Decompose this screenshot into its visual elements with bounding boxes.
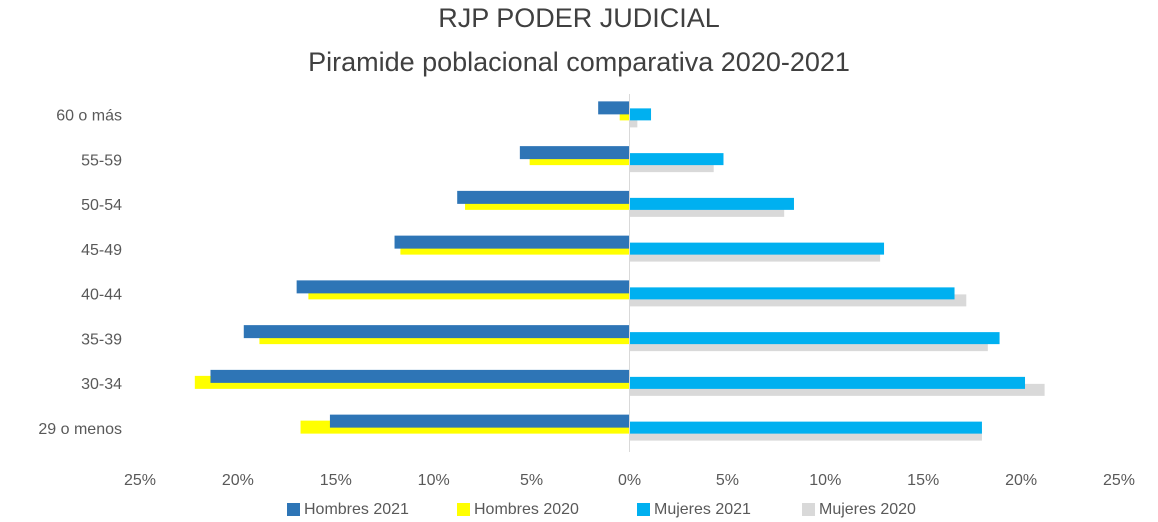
bar <box>629 421 982 434</box>
y-tick-label: 40-44 <box>81 287 122 304</box>
legend-label: Hombres 2020 <box>474 501 579 518</box>
bar <box>629 197 794 210</box>
y-tick-label: 45-49 <box>81 242 122 259</box>
bar <box>629 376 1026 389</box>
bar <box>243 325 630 339</box>
y-tick-label: 50-54 <box>81 197 122 214</box>
legend-swatch <box>287 503 300 516</box>
legend-swatch <box>802 503 815 516</box>
x-tick-label: 5% <box>520 472 543 489</box>
bar <box>329 414 630 428</box>
bar <box>629 115 638 128</box>
y-tick-label: 30-34 <box>81 376 122 393</box>
x-tick-label: 20% <box>1005 472 1037 489</box>
legend-swatch <box>457 503 470 516</box>
legend-label: Mujeres 2020 <box>819 501 916 518</box>
x-tick-label: 0% <box>618 472 641 489</box>
bar <box>629 332 1000 345</box>
y-tick-label: 29 o menos <box>38 421 122 438</box>
y-tick-label: 60 o más <box>56 108 122 125</box>
y-tick-label: 35-39 <box>81 331 122 348</box>
x-tick-label: 5% <box>716 472 739 489</box>
bar <box>394 235 630 249</box>
bar <box>629 242 885 255</box>
x-tick-label: 15% <box>320 472 352 489</box>
legend-swatch <box>637 503 650 516</box>
bar <box>457 190 630 204</box>
bar <box>210 369 630 383</box>
chart-title: RJP PODER JUDICIAL <box>438 3 720 33</box>
bar <box>598 101 630 115</box>
y-tick-label: 55-59 <box>81 152 122 169</box>
x-tick-label: 10% <box>418 472 450 489</box>
bar <box>296 280 630 294</box>
legend-label: Hombres 2021 <box>304 501 409 518</box>
bar <box>519 146 630 160</box>
legend-label: Mujeres 2021 <box>654 501 751 518</box>
chart-subtitle: Piramide poblacional comparativa 2020-20… <box>308 47 850 77</box>
x-tick-label: 25% <box>124 472 156 489</box>
bar <box>629 153 724 166</box>
bar <box>629 287 955 300</box>
x-tick-label: 15% <box>907 472 939 489</box>
x-tick-label: 10% <box>809 472 841 489</box>
x-tick-label: 25% <box>1103 472 1135 489</box>
x-tick-label: 20% <box>222 472 254 489</box>
bar <box>629 108 652 121</box>
